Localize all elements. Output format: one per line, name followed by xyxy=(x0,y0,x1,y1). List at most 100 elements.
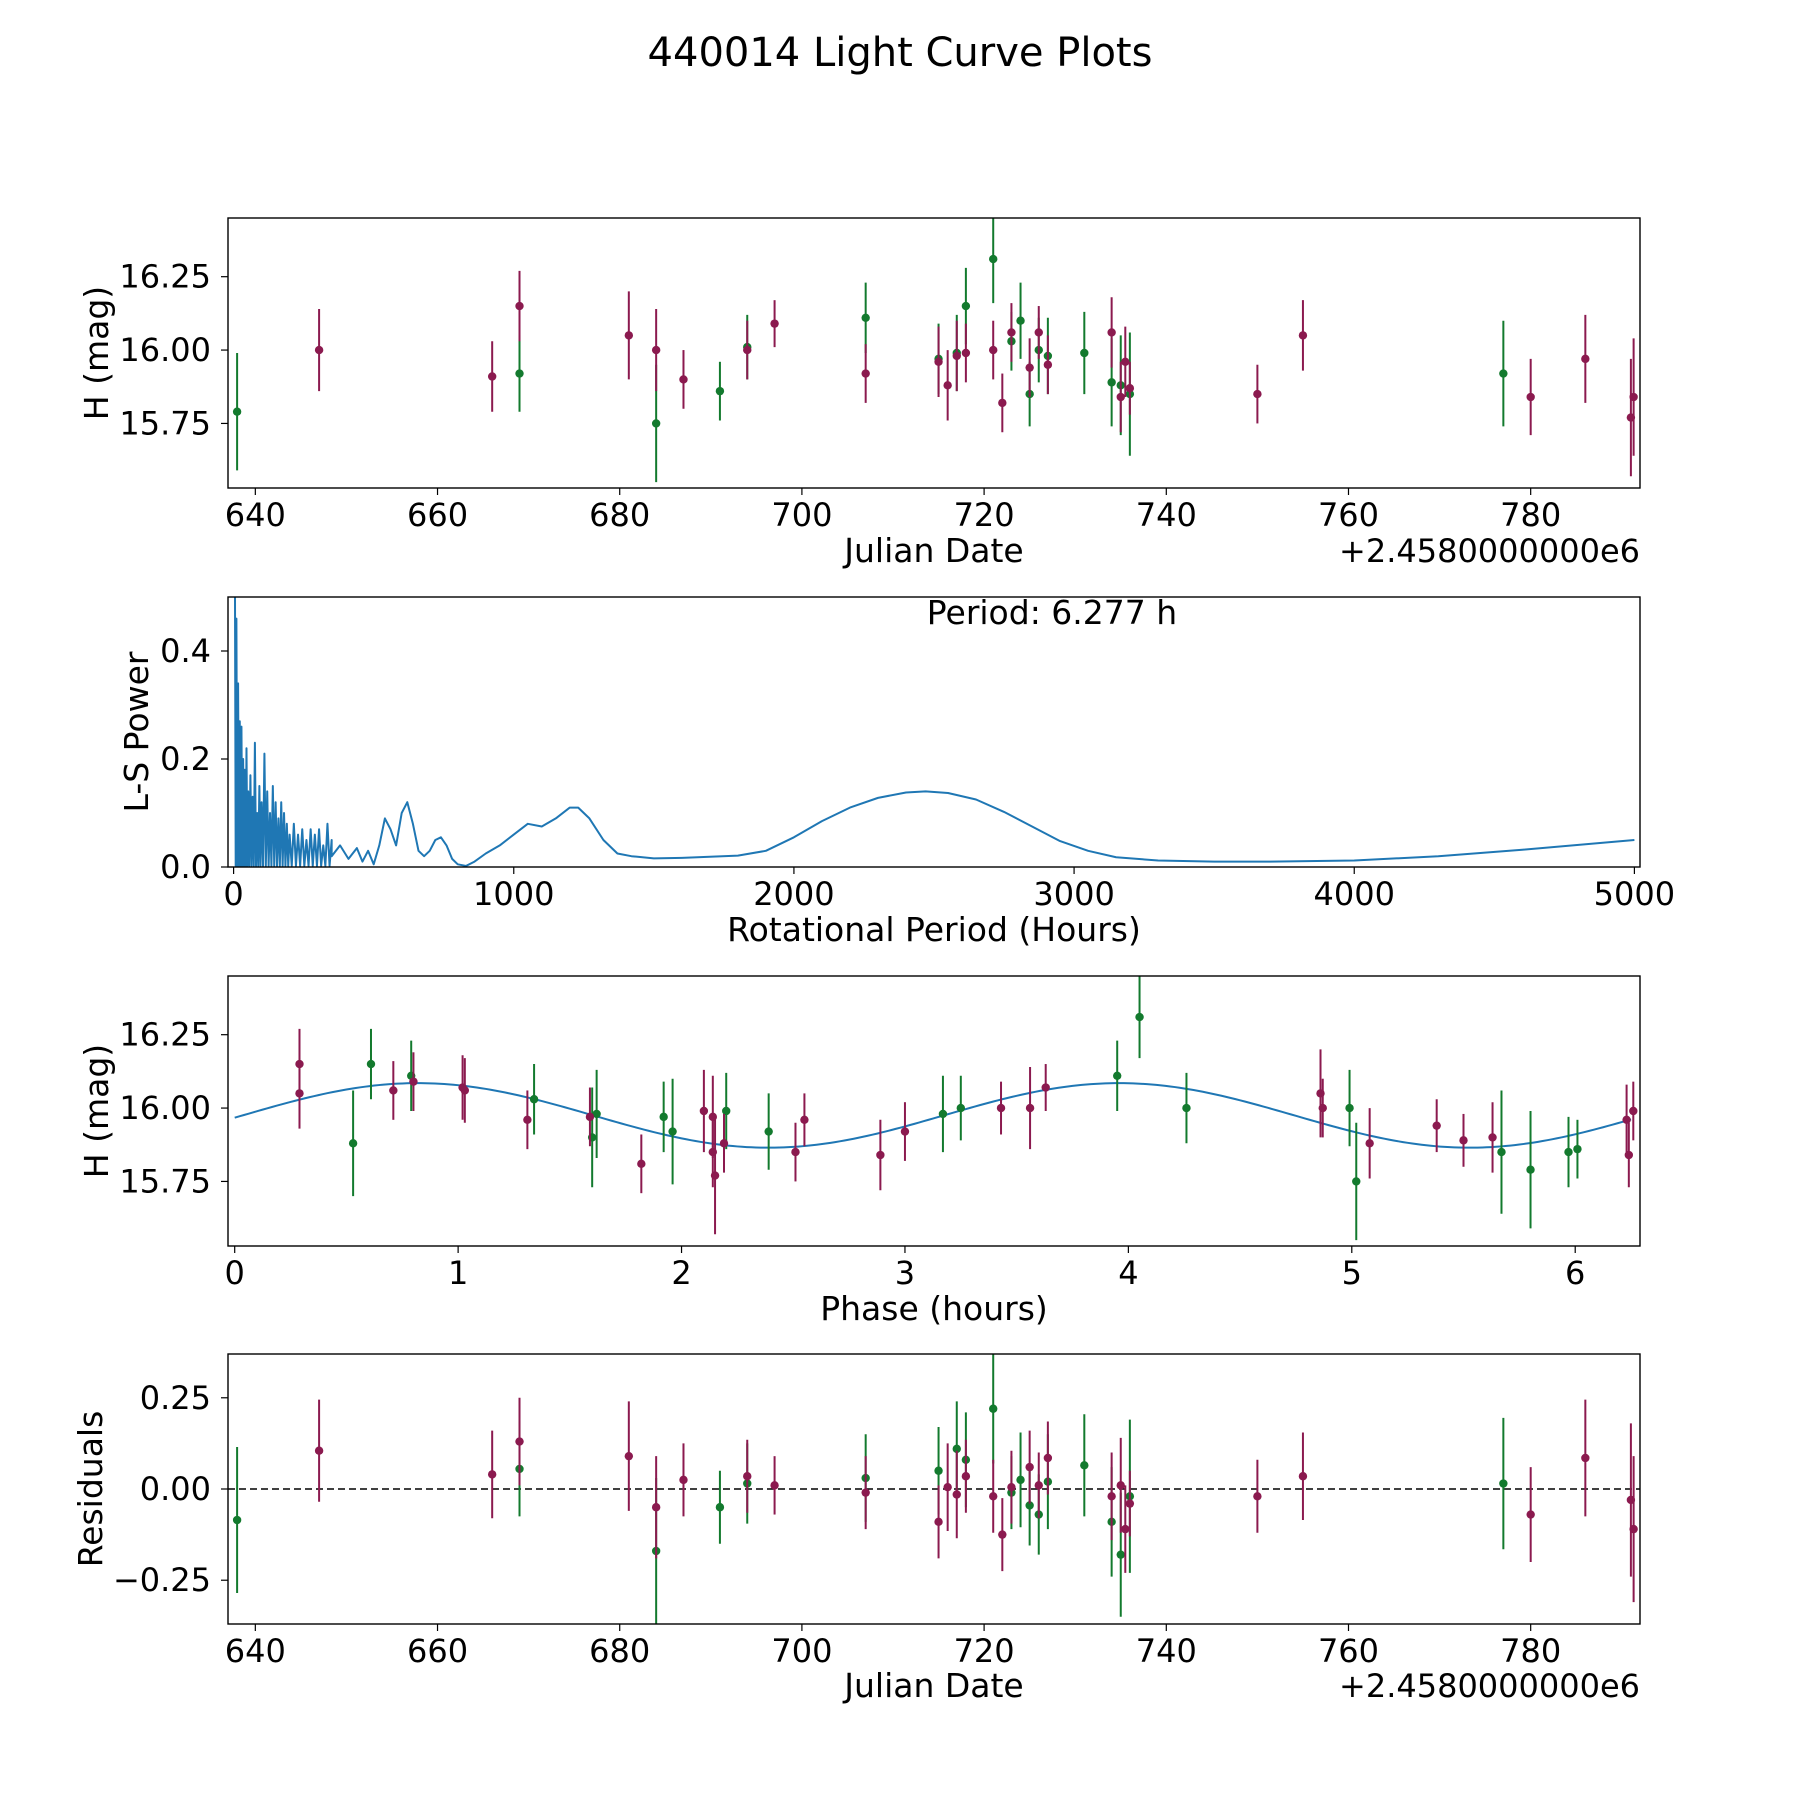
phased-xtick-label: 2 xyxy=(671,1254,691,1292)
residuals-point xyxy=(1629,1524,1638,1534)
phased-point xyxy=(699,1106,709,1116)
phased-point xyxy=(1459,1136,1468,1145)
phased-point xyxy=(1564,1147,1573,1157)
phased-point xyxy=(295,1089,304,1098)
lightcurve-point xyxy=(934,357,943,367)
phased-xtick-label: 4 xyxy=(1118,1254,1138,1292)
residuals-point xyxy=(1107,1492,1116,1501)
residuals-xtick-label: 660 xyxy=(407,1632,468,1670)
phased-point xyxy=(1135,1012,1144,1022)
lightcurve-ytick-label: 15.75 xyxy=(119,404,211,442)
phased-point xyxy=(876,1150,885,1160)
phased-point xyxy=(529,1095,539,1104)
lightcurve-point xyxy=(487,372,497,381)
periodogram-ytick-label: 0.0 xyxy=(160,848,211,886)
phased-point xyxy=(637,1159,646,1169)
phased-point xyxy=(523,1115,532,1125)
residuals-xtick-label: 680 xyxy=(589,1632,650,1670)
residuals-point xyxy=(1025,1501,1034,1510)
lightcurve-point xyxy=(1007,328,1016,337)
phased-point xyxy=(1432,1121,1441,1130)
phased-point xyxy=(1573,1144,1582,1154)
residuals-point xyxy=(1121,1524,1130,1534)
residuals-point xyxy=(1253,1492,1262,1501)
lightcurve-xlabel: Julian Date xyxy=(842,531,1024,570)
lightcurve-point xyxy=(651,345,661,355)
lightcurve-marks xyxy=(232,218,1638,483)
phased-ytick-label: 16.25 xyxy=(119,1016,211,1054)
periodogram-panel: 0 1000 2000 3000 4000 5000 0.0 0.2 0.4 Period: 6… xyxy=(117,593,1675,949)
periodogram-xlabel: Rotational Period (Hours) xyxy=(727,910,1141,949)
residuals-xtick-label: 780 xyxy=(1500,1632,1561,1670)
residuals-point xyxy=(1034,1481,1043,1490)
lightcurve-point xyxy=(1125,384,1135,393)
residuals-ytick-label: −0.25 xyxy=(113,1561,211,1599)
phased-point xyxy=(1318,1103,1327,1113)
phased-point xyxy=(1025,1103,1035,1113)
lightcurve-point xyxy=(1107,328,1116,337)
lightcurve-point xyxy=(515,301,524,311)
residuals-point xyxy=(515,1437,524,1446)
lightcurve-point xyxy=(1025,363,1034,372)
residuals-panel: 640 660 680 700 720 740 760 780 −0.25 0.00 0.25 Ju… xyxy=(71,1353,1641,1705)
lightcurve-point xyxy=(961,301,971,311)
phased-ticks: 0 1 2 3 4 5 6 15.75 16.00 16.25 xyxy=(119,1016,1585,1292)
residuals-point xyxy=(715,1503,725,1512)
phased-point xyxy=(1352,1177,1361,1186)
lightcurve-point xyxy=(1499,369,1508,378)
lightcurve-point xyxy=(651,419,661,428)
phased-point xyxy=(585,1112,595,1122)
phased-point xyxy=(900,1127,910,1136)
lightcurve-point xyxy=(624,331,634,340)
residuals-point xyxy=(1080,1461,1089,1470)
lightcurve-point xyxy=(770,319,779,328)
phased-xtick-label: 3 xyxy=(895,1254,915,1292)
lightcurve-ylabel: H (mag) xyxy=(77,286,116,420)
periodogram-axes-frame xyxy=(227,596,1641,868)
phased-panel: 0 1 2 3 4 5 6 15.75 16.00 16.25 Phase (hours) H (… xyxy=(77,975,1641,1328)
periodogram-ytick-label: 0.2 xyxy=(160,740,211,778)
periodogram-ytick-label: 0.4 xyxy=(160,632,211,670)
lightcurve-point xyxy=(861,313,870,322)
lightcurve-point xyxy=(989,254,998,264)
residuals-point xyxy=(952,1444,961,1454)
residuals-xtick-label: 700 xyxy=(771,1632,832,1670)
phased-xtick-label: 0 xyxy=(225,1254,245,1292)
lightcurve-axes-frame xyxy=(227,217,1641,489)
residuals-point xyxy=(624,1451,634,1461)
residuals-xtick-label: 760 xyxy=(1318,1632,1379,1670)
lightcurve-xtick-label: 760 xyxy=(1318,496,1379,534)
residuals-point xyxy=(1499,1479,1508,1488)
phased-point xyxy=(1622,1115,1631,1125)
lightcurve-point xyxy=(1629,392,1638,402)
lightcurve-xtick-label: 740 xyxy=(1136,496,1197,534)
residuals-point xyxy=(1526,1510,1535,1519)
lightcurve-panel: 640 660 680 700 720 740 760 78015.7516.0016.25 … xyxy=(77,217,1641,570)
residuals-point xyxy=(1016,1475,1025,1485)
lightcurve-point xyxy=(1581,354,1590,364)
phased-xtick-label: 1 xyxy=(448,1254,468,1292)
phased-point xyxy=(791,1147,800,1157)
lightcurve-point xyxy=(961,348,971,358)
figure-title: 440014 Light Curve Plots xyxy=(648,30,1153,76)
lightcurve-point xyxy=(1034,328,1043,337)
residuals-point xyxy=(770,1481,779,1490)
lightcurve-xtick-label: 720 xyxy=(954,496,1015,534)
residuals-point xyxy=(743,1472,752,1481)
residuals-point xyxy=(934,1466,943,1475)
phased-point xyxy=(1345,1103,1354,1113)
lightcurve-point xyxy=(1016,316,1025,325)
periodogram-ticks: 0 1000 2000 3000 4000 5000 0.0 0.2 0.4 xyxy=(160,632,1675,913)
lightcurve-point xyxy=(1080,348,1089,358)
lightcurve-point xyxy=(989,345,998,355)
phased-point xyxy=(1624,1150,1634,1160)
phased-ytick-label: 15.75 xyxy=(119,1162,211,1200)
lightcurve-xtick-label: 780 xyxy=(1500,496,1561,534)
lightcurve-point xyxy=(679,375,688,384)
residuals-ytick-label: 0.25 xyxy=(140,1379,211,1417)
phased-marks xyxy=(234,976,1638,1241)
residuals-plot-area xyxy=(228,1354,1640,1624)
lightcurve-plot-area xyxy=(232,218,1638,483)
model-fit-curve xyxy=(234,1082,1632,1149)
